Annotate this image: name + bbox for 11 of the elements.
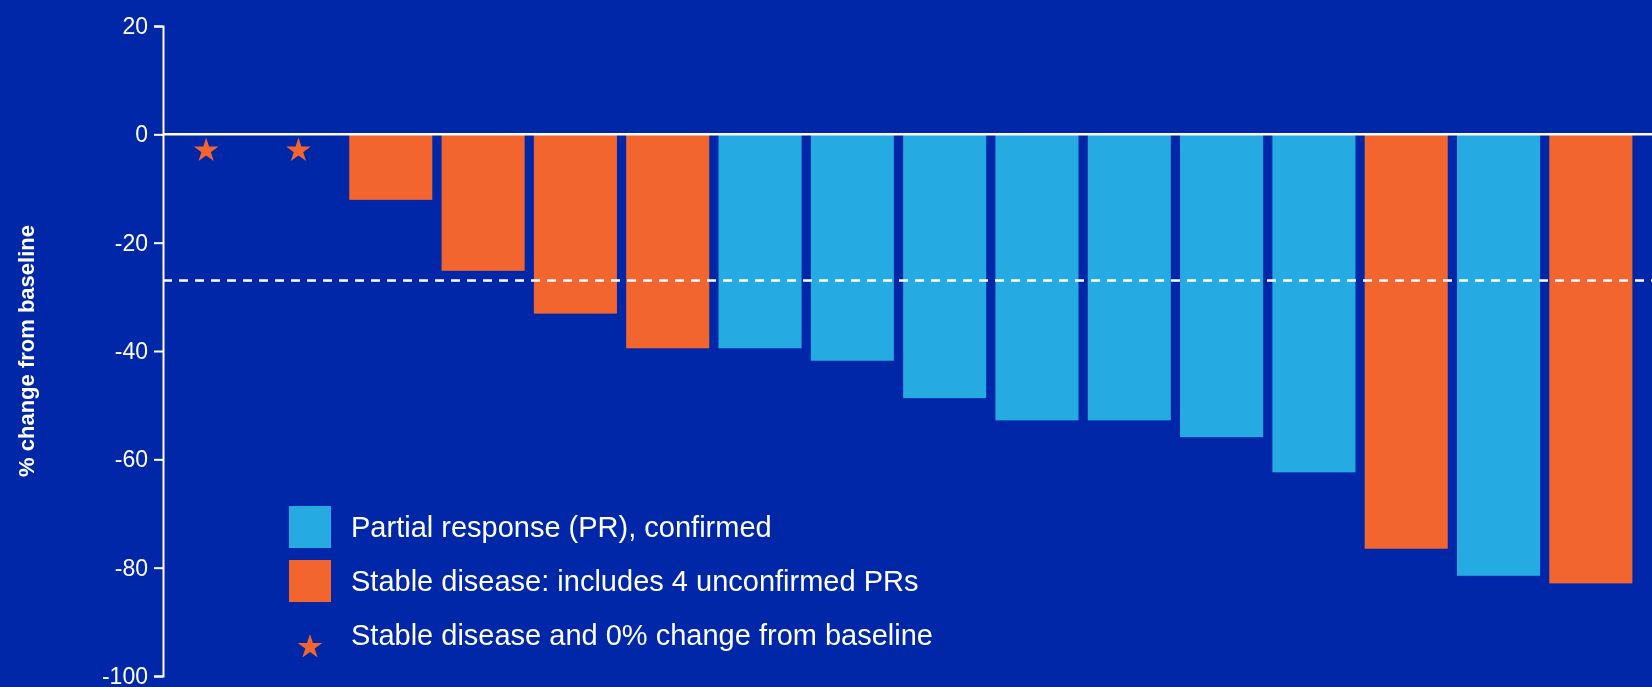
y-tick-label: 0 bbox=[135, 121, 148, 148]
legend-label: Partial response (PR), confirmed bbox=[351, 511, 772, 544]
legend-label: Stable disease: includes 4 unconfirmed PRs bbox=[351, 565, 919, 598]
y-tick-label: -40 bbox=[114, 337, 148, 364]
y-tick-label: 20 bbox=[122, 12, 148, 39]
y-tick-label: -60 bbox=[114, 446, 148, 473]
y-tick-label: -80 bbox=[114, 554, 148, 581]
y-axis-title: % change from baseline bbox=[14, 225, 39, 477]
y-tick-label: -20 bbox=[114, 229, 148, 256]
legend-label: Stable disease and 0% change from baseline bbox=[351, 619, 933, 652]
y-tick-label: -100 bbox=[101, 662, 148, 687]
